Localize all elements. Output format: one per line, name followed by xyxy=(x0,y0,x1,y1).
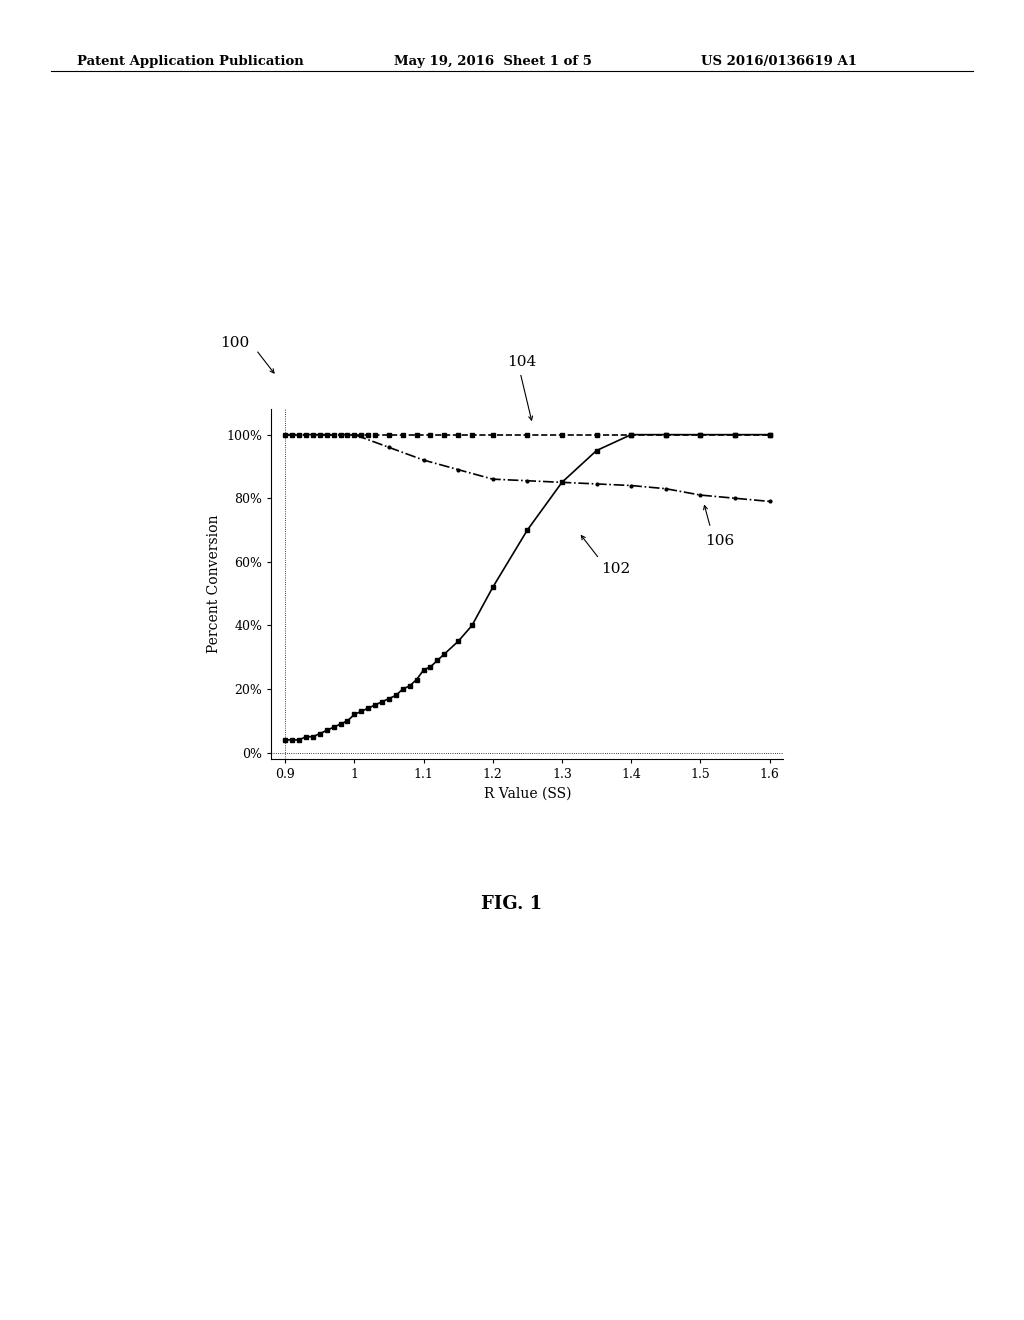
Y-axis label: Percent Conversion: Percent Conversion xyxy=(207,515,221,653)
Text: May 19, 2016  Sheet 1 of 5: May 19, 2016 Sheet 1 of 5 xyxy=(394,55,592,69)
Text: 102: 102 xyxy=(601,562,631,577)
Text: 104: 104 xyxy=(507,355,537,370)
Text: Patent Application Publication: Patent Application Publication xyxy=(77,55,303,69)
Text: 106: 106 xyxy=(706,535,734,548)
X-axis label: R Value (SS): R Value (SS) xyxy=(483,787,571,801)
Text: 100: 100 xyxy=(220,337,250,350)
Text: US 2016/0136619 A1: US 2016/0136619 A1 xyxy=(701,55,857,69)
Text: FIG. 1: FIG. 1 xyxy=(481,895,543,913)
